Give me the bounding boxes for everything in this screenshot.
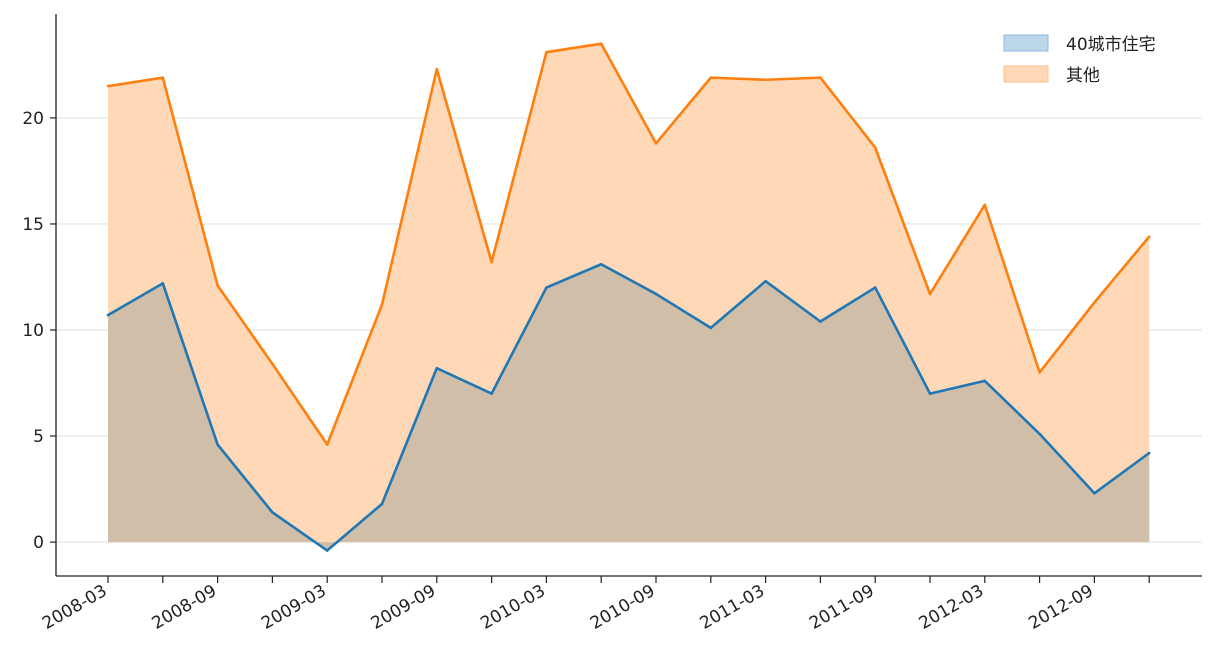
data-point-40city [380, 502, 384, 506]
data-point-other [764, 78, 767, 82]
data-point-other [325, 443, 329, 446]
axes [55, 14, 1202, 577]
series-line-40city [107, 262, 1150, 552]
data-point-other [435, 67, 439, 71]
y-tick-label: 15 [22, 215, 44, 235]
data-point-other [983, 203, 987, 207]
data-point-40city [928, 392, 932, 395]
data-point-other [216, 284, 219, 287]
x-tick-label: 2011-03 [697, 581, 769, 634]
x-tick-label: 2008-09 [149, 581, 221, 634]
data-point-other [1093, 301, 1096, 304]
data-point-40city [873, 286, 877, 289]
data-point-40city [709, 326, 713, 330]
data-point-other [928, 292, 932, 296]
series-line-other [107, 42, 1151, 446]
legend-swatch-40city [1003, 34, 1049, 52]
data-point-40city [654, 292, 658, 296]
data-point-other [1038, 371, 1041, 374]
y-tick-label: 0 [33, 533, 44, 553]
x-tick-label: 2012-09 [1025, 581, 1097, 634]
data-point-other [654, 142, 658, 145]
data-point-other [873, 146, 877, 149]
series-lines [106, 42, 1151, 552]
data-point-40city [1147, 451, 1151, 455]
data-point-40city [161, 282, 165, 285]
data-point-other [106, 84, 110, 88]
legend-label-40city: 40城市住宅 [1066, 35, 1156, 55]
data-point-other [709, 76, 713, 79]
data-point-40city [106, 313, 110, 317]
y-tick-labels: 0 5 10 15 20 [22, 109, 56, 553]
x-tick-label: 2011-09 [806, 581, 878, 634]
data-point-40city [819, 320, 822, 323]
data-point-40city [599, 262, 603, 266]
data-point-40city [983, 379, 987, 383]
x-tick-label: 2008-03 [39, 581, 111, 634]
legend-swatch-other [1003, 65, 1049, 83]
data-point-other [819, 76, 822, 79]
data-point-other [380, 303, 384, 306]
data-point-40city [764, 279, 767, 283]
y-tick-label: 5 [33, 427, 44, 447]
x-tick-label: 2010-03 [477, 581, 549, 634]
y-tick-label: 20 [22, 109, 44, 129]
data-point-40city [435, 366, 439, 370]
data-point-40city [490, 392, 493, 395]
data-point-40city [271, 511, 274, 514]
x-tick-label: 2012-03 [916, 581, 988, 634]
data-point-other [271, 362, 274, 366]
data-point-other [1147, 235, 1151, 238]
area-fill-40city [108, 264, 1150, 551]
legend-label-other: 其他 [1066, 66, 1100, 86]
legend: 40城市住宅 其他 [1003, 34, 1156, 86]
x-tick-label: 2009-03 [258, 581, 330, 634]
x-tick-labels: 2008-03 2008-09 2009-03 2009-09 2010-03 2010-… [39, 576, 1150, 634]
data-point-other [599, 42, 603, 45]
data-point-other [545, 50, 548, 54]
data-point-40city [1038, 432, 1041, 436]
data-point-40city [325, 549, 329, 552]
data-point-40city [545, 286, 548, 289]
data-point-40city [1093, 491, 1096, 495]
data-point-other [161, 76, 165, 79]
x-tick-label: 2009-09 [368, 581, 440, 634]
data-point-other [490, 260, 493, 264]
data-point-40city [216, 443, 219, 446]
area-fills [108, 43, 1150, 551]
x-tick-label: 2010-09 [587, 581, 659, 634]
y-tick-label: 10 [22, 321, 44, 341]
